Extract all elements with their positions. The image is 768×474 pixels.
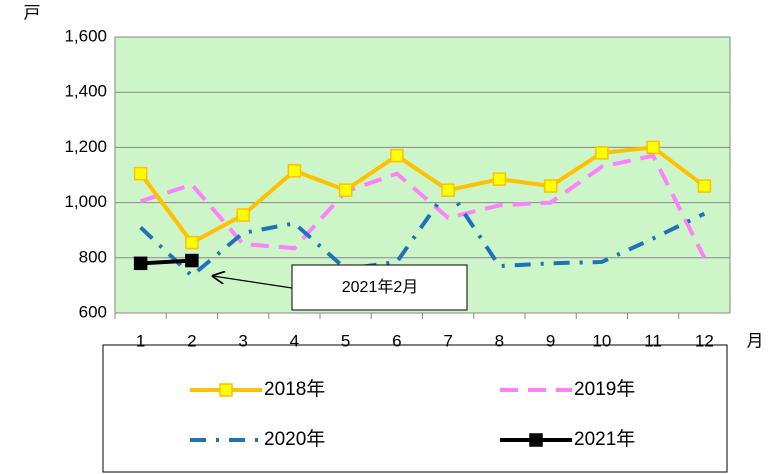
point-marker — [287, 164, 302, 178]
x-tick-label: 11 — [644, 331, 662, 350]
x-tick-label: 4 — [290, 331, 299, 350]
point-marker — [390, 148, 404, 163]
point-marker — [492, 172, 507, 186]
point-marker — [441, 183, 455, 197]
x-tick-label: 12 — [695, 331, 714, 350]
legend-marker — [529, 433, 543, 447]
point-marker — [697, 179, 712, 193]
annotation-arrow — [213, 276, 293, 289]
y-tick-label: 800 — [79, 247, 107, 266]
y-tick-label: 1,200 — [64, 137, 107, 156]
annotation-box — [291, 264, 468, 311]
x-axis-label: 月 — [747, 331, 764, 350]
point-marker — [646, 140, 660, 155]
legend-marker — [219, 383, 233, 397]
x-tick-label: 6 — [392, 331, 401, 350]
point-marker — [338, 183, 353, 197]
x-tick-label: 9 — [546, 331, 555, 350]
point-marker — [236, 208, 250, 222]
series-line — [139, 145, 706, 246]
y-tick-label: 1,400 — [64, 82, 107, 101]
y-tick-label: 600 — [79, 302, 107, 321]
series-line — [140, 153, 707, 259]
legend-label: 2019年 — [574, 378, 635, 400]
y-tick-label: 1,000 — [64, 192, 107, 211]
series-line — [139, 185, 706, 279]
legend-box — [102, 344, 728, 473]
legend-label: 2018年 — [264, 378, 325, 400]
x-tick-label: 5 — [341, 331, 350, 350]
series-line — [140, 258, 192, 266]
point-marker — [133, 256, 148, 271]
x-tick-label: 2 — [187, 331, 196, 350]
y-axis-label: 戸 — [24, 3, 41, 22]
point-marker — [133, 166, 148, 181]
point-marker — [595, 146, 609, 160]
y-tick-label: 1,600 — [64, 26, 107, 45]
x-tick-label: 8 — [495, 331, 504, 350]
x-tick-label: 1 — [136, 331, 145, 350]
legend-label: 2020年 — [264, 428, 325, 450]
point-marker — [185, 235, 199, 250]
legend-label: 2021年 — [574, 428, 635, 450]
point-marker — [185, 253, 199, 268]
annotation: 2021年2月 — [342, 278, 419, 296]
x-tick-label: 10 — [592, 331, 611, 350]
x-tick-label: 3 — [238, 331, 247, 350]
point-marker — [543, 179, 558, 193]
x-tick-label: 7 — [443, 331, 452, 350]
